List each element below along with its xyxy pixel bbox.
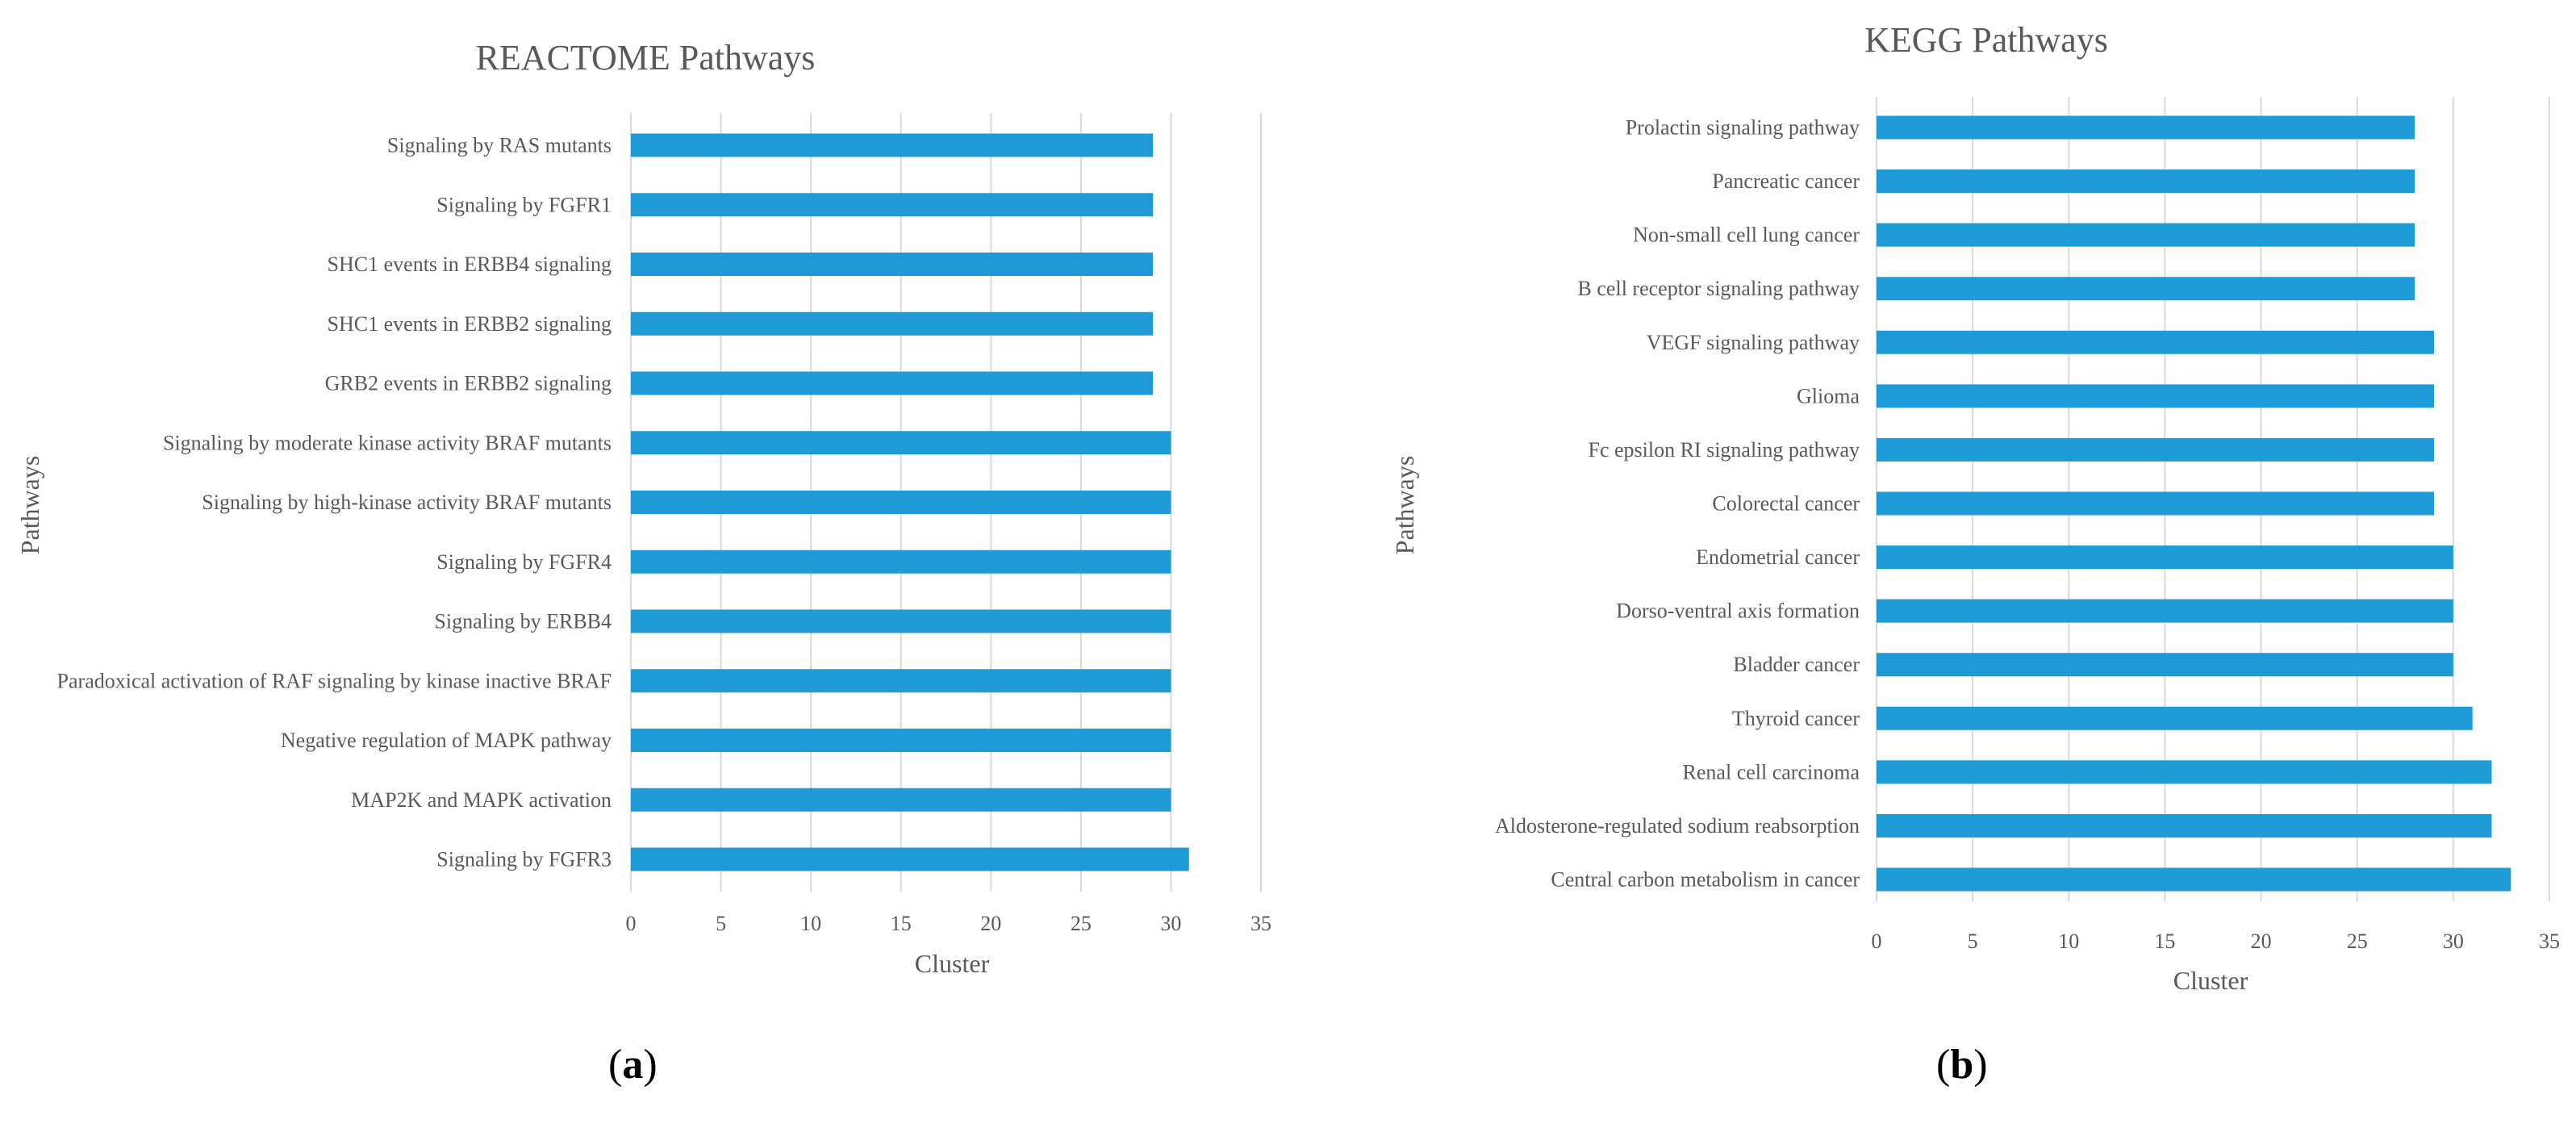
x-tick-label-b-5: 5 bbox=[1968, 930, 1978, 953]
bar-b-10 bbox=[1877, 653, 2453, 677]
x-tick-label-a-10: 10 bbox=[800, 912, 821, 935]
bar-b-4 bbox=[1877, 330, 2435, 354]
category-label-a-6: Signaling by high-kinase activity BRAF m… bbox=[202, 491, 612, 514]
x-axis-label-a: Cluster bbox=[915, 949, 990, 978]
category-label-b-1: Pancreatic cancer bbox=[1712, 169, 1860, 193]
x-tick-label-b-25: 25 bbox=[2347, 930, 2368, 953]
x-axis-label-b: Cluster bbox=[2173, 966, 2248, 995]
bar-a-6 bbox=[631, 491, 1171, 514]
bar-a-8 bbox=[631, 609, 1171, 633]
x-tick-label-b-0: 0 bbox=[1872, 930, 1882, 953]
x-tick-label-b-30: 30 bbox=[2443, 930, 2464, 953]
category-label-b-0: Prolactin signaling pathway bbox=[1626, 116, 1860, 140]
category-label-b-13: Aldosterone-regulated sodium reabsorptio… bbox=[1495, 814, 1860, 838]
x-tick-label-a-5: 5 bbox=[716, 912, 726, 935]
category-label-b-11: Thyroid cancer bbox=[1732, 707, 1860, 730]
x-tick-label-b-15: 15 bbox=[2154, 930, 2175, 953]
bar-b-3 bbox=[1877, 277, 2415, 301]
category-label-a-4: GRB2 events in ERBB2 signaling bbox=[325, 372, 612, 395]
bar-a-1 bbox=[631, 193, 1154, 217]
category-label-b-5: Glioma bbox=[1797, 384, 1860, 407]
y-axis-label-a: Pathways bbox=[15, 456, 44, 555]
category-label-a-1: Signaling by FGFR1 bbox=[436, 193, 612, 216]
x-tick-label-a-20: 20 bbox=[980, 912, 1001, 935]
x-tick-label-a-15: 15 bbox=[891, 912, 912, 935]
category-label-b-4: VEGF signaling pathway bbox=[1647, 331, 1860, 354]
bar-a-5 bbox=[631, 431, 1171, 455]
bar-b-2 bbox=[1877, 223, 2415, 247]
x-tick-label-a-30: 30 bbox=[1160, 912, 1181, 935]
bar-b-12 bbox=[1877, 760, 2492, 784]
bar-a-11 bbox=[631, 788, 1171, 812]
bar-a-2 bbox=[631, 253, 1154, 276]
category-label-b-14: Central carbon metabolism in cancer bbox=[1551, 868, 1860, 892]
chart-title-b: KEGG Pathways bbox=[1864, 20, 2108, 60]
bar-a-4 bbox=[631, 371, 1154, 395]
bar-b-11 bbox=[1877, 706, 2473, 730]
bar-b-6 bbox=[1877, 437, 2435, 462]
category-label-a-8: Signaling by ERBB4 bbox=[434, 610, 612, 633]
panel-label-a: (a) bbox=[608, 1042, 658, 1088]
category-label-b-2: Non-small cell lung cancer bbox=[1633, 224, 1860, 247]
category-label-a-2: SHC1 events in ERBB4 signaling bbox=[328, 253, 612, 276]
bar-a-0 bbox=[631, 133, 1154, 157]
category-label-b-8: Endometrial cancer bbox=[1696, 545, 1860, 569]
category-label-b-7: Colorectal cancer bbox=[1712, 492, 1860, 516]
category-label-a-12: Signaling by FGFR3 bbox=[436, 848, 612, 871]
bar-b-7 bbox=[1877, 491, 2435, 516]
bar-a-10 bbox=[631, 729, 1171, 752]
x-tick-label-b-10: 10 bbox=[2058, 930, 2079, 953]
panel-label-b: (b) bbox=[1936, 1042, 1988, 1088]
bar-b-13 bbox=[1877, 813, 2492, 838]
category-label-a-11: MAP2K and MAPK activation bbox=[351, 788, 612, 812]
category-label-b-9: Dorso-ventral axis formation bbox=[1616, 600, 1860, 623]
bar-b-14 bbox=[1877, 867, 2511, 892]
bar-a-12 bbox=[631, 847, 1189, 871]
bar-b-8 bbox=[1877, 545, 2453, 570]
bar-b-5 bbox=[1877, 384, 2435, 408]
bar-b-0 bbox=[1877, 115, 2415, 140]
bar-a-9 bbox=[631, 669, 1171, 693]
x-tick-label-a-35: 35 bbox=[1250, 912, 1271, 935]
bar-b-9 bbox=[1877, 599, 2453, 623]
x-tick-label-a-25: 25 bbox=[1071, 912, 1092, 935]
category-label-a-0: Signaling by RAS mutants bbox=[387, 134, 612, 157]
category-label-a-5: Signaling by moderate kinase activity BR… bbox=[163, 431, 612, 454]
x-tick-label-a-0: 0 bbox=[626, 912, 637, 935]
x-tick-label-b-20: 20 bbox=[2251, 930, 2272, 953]
category-label-a-3: SHC1 events in ERBB2 signaling bbox=[328, 312, 612, 336]
category-label-b-12: Renal cell carcinoma bbox=[1683, 760, 1860, 783]
bar-a-7 bbox=[631, 549, 1171, 574]
category-label-b-6: Fc epsilon RI signaling pathway bbox=[1588, 438, 1860, 462]
bar-a-3 bbox=[631, 311, 1154, 336]
y-axis-label-b: Pathways bbox=[1390, 456, 1419, 555]
x-tick-label-b-35: 35 bbox=[2539, 930, 2560, 953]
category-label-a-10: Negative regulation of MAPK pathway bbox=[281, 729, 612, 752]
category-label-a-9: Paradoxical activation of RAF signaling … bbox=[57, 669, 612, 692]
category-label-b-3: B cell receptor signaling pathway bbox=[1578, 277, 1860, 300]
bar-b-1 bbox=[1877, 169, 2415, 194]
category-label-b-10: Bladder cancer bbox=[1733, 653, 1860, 676]
category-label-a-7: Signaling by FGFR4 bbox=[436, 550, 612, 574]
chart-title-a: REACTOME Pathways bbox=[476, 38, 816, 77]
